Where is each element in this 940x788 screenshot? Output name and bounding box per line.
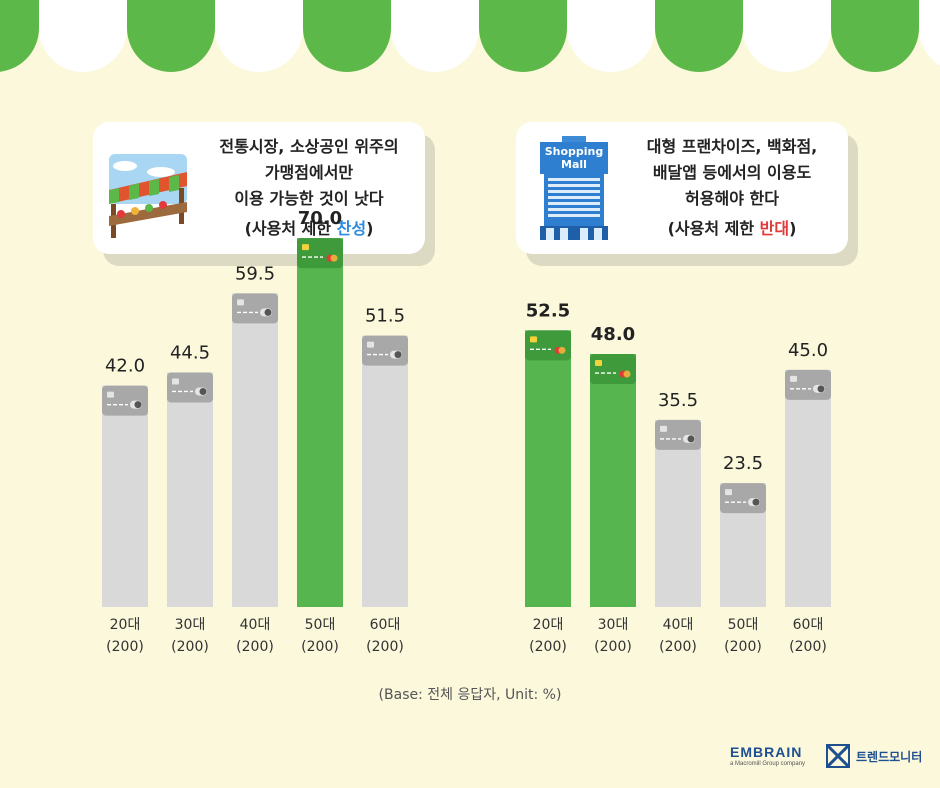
sample-size-label: (200) [659, 639, 697, 655]
embrain-name: EMBRAIN [730, 744, 803, 760]
category-label: 40대 [240, 617, 271, 633]
credit-card-icon [525, 330, 571, 361]
awning-scallop [303, 0, 391, 72]
market-stall-icon [109, 154, 187, 238]
bar [590, 354, 636, 607]
chart-right: 52.5 20대 (200) 48.0 30대 (200) 35.5 40대 (200) 23.5… [525, 300, 831, 655]
awning-scallop [743, 0, 831, 72]
category-label: 20대 [110, 617, 141, 633]
awning-decoration [0, 0, 940, 72]
card-left-stance-suffix: ) [366, 219, 374, 238]
card-left-line-1: 전통시장, 소상공인 위주의 [219, 137, 399, 156]
category-label: 30대 [598, 617, 629, 633]
credit-card-icon [232, 293, 278, 324]
trendmonitor-logo: 트렌드모니터 [826, 744, 922, 768]
sample-size-label: (200) [106, 639, 144, 655]
mall-sign-line-1: Shopping [545, 145, 604, 158]
card-right-stance-prefix: (사용처 제한 [667, 219, 760, 238]
category-label: 50대 [305, 617, 336, 633]
awning-scallop [655, 0, 743, 72]
awning-scallop [479, 0, 567, 72]
card-right-stance-highlight: 반대 [759, 219, 790, 238]
awning-scallop [0, 0, 39, 72]
category-label: 20대 [533, 617, 564, 633]
category-label: 60대 [370, 617, 401, 633]
awning-scallop [919, 0, 940, 66]
awning-scallop [215, 0, 303, 72]
awning-scallop [39, 0, 127, 72]
value-label: 44.5 [170, 342, 210, 363]
trendmonitor-icon [826, 744, 850, 768]
card-right-stance-suffix: ) [789, 219, 797, 238]
trendmonitor-name: 트렌드모니터 [856, 749, 923, 764]
chart-left: 42.0 20대 (200) 44.5 30대 (200) 59.5 40대 (200) 70.0… [102, 208, 408, 655]
value-label: 45.0 [788, 340, 828, 361]
bar [297, 238, 343, 607]
card-left-stance-prefix: (사용처 제한 [244, 219, 337, 238]
credit-card-icon [720, 483, 766, 514]
sample-size-label: (200) [171, 639, 209, 655]
bar [102, 385, 148, 607]
embrain-tagline: a Macromill Group company [730, 761, 806, 767]
card-right-stance: (사용처 제한 반대) [616, 216, 848, 242]
sample-size-label: (200) [789, 639, 827, 655]
category-label: 30대 [175, 617, 206, 633]
value-label: 35.5 [658, 390, 698, 411]
mall-sign-line-2: Mall [561, 158, 587, 171]
footnote: (Base: 전체 응답자, Unit: %) [378, 687, 562, 703]
embrain-logo: EMBRAIN a Macromill Group company [730, 744, 805, 767]
sample-size-label: (200) [594, 639, 632, 655]
credit-card-icon [102, 385, 148, 416]
bar [655, 419, 701, 607]
card-right-line-1: 대형 프랜차이즈, 백화점, [646, 137, 818, 156]
value-label: 51.5 [365, 306, 405, 327]
credit-card-icon [297, 238, 343, 269]
bar [232, 293, 278, 607]
value-label: 23.5 [723, 453, 763, 474]
sample-size-label: (200) [724, 639, 762, 655]
awning-scallop [391, 0, 479, 72]
category-label: 50대 [728, 617, 759, 633]
card-right-line-2: 배달앱 등에서의 이용도 [652, 163, 812, 182]
card-left-stance: (사용처 제한 찬성) [193, 216, 425, 242]
awning-scallop [831, 0, 919, 72]
value-label: 42.0 [105, 356, 145, 377]
value-label: 59.5 [235, 263, 275, 284]
value-label: 52.5 [526, 300, 570, 321]
right-opinion-card: Shopping Mall 대형 프랜차이즈, 백화점, 배달앱 등에서의 이용… [516, 122, 848, 254]
bar [525, 330, 571, 607]
card-left-stance-highlight: 찬성 [336, 219, 367, 238]
card-left-line-2: 가맹점에서만 [264, 163, 354, 182]
bar [362, 335, 408, 607]
left-opinion-card: 전통시장, 소상공인 위주의 가맹점에서만 이용 가능한 것이 낫다 (사용처 … [93, 122, 425, 254]
credit-card-icon [590, 354, 636, 385]
bar [785, 369, 831, 607]
credit-card-icon [167, 372, 213, 403]
sample-size-label: (200) [236, 639, 274, 655]
category-label: 60대 [793, 617, 824, 633]
bar [167, 372, 213, 607]
shopping-mall-icon: Shopping Mall [540, 136, 608, 240]
credit-card-icon [785, 369, 831, 400]
card-right-line-3: 허용해야 한다 [685, 189, 779, 208]
sample-size-label: (200) [301, 639, 339, 655]
value-label: 70.0 [298, 208, 342, 229]
card-left-line-3: 이용 가능한 것이 낫다 [234, 189, 384, 208]
sample-size-label: (200) [529, 639, 567, 655]
awning-scallop [127, 0, 215, 72]
credit-card-icon [362, 335, 408, 366]
sample-size-label: (200) [366, 639, 404, 655]
category-label: 40대 [663, 617, 694, 633]
credit-card-icon [655, 419, 701, 450]
value-label: 48.0 [591, 324, 635, 345]
awning-scallop [567, 0, 655, 72]
